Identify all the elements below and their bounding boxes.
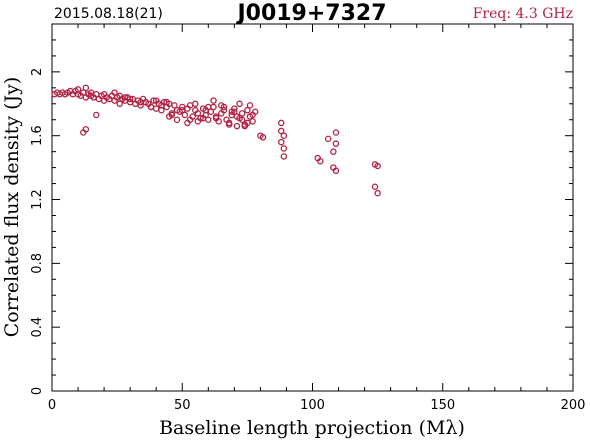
y-axis-label: Correlated flux density (Jy) (1, 77, 23, 338)
data-point (238, 116, 246, 123)
data-point (225, 121, 233, 128)
data-point (194, 110, 202, 117)
data-point (280, 145, 288, 152)
x-tick-label: 100 (300, 398, 325, 413)
data-point (332, 140, 340, 147)
data-point (121, 94, 129, 101)
data-point (238, 110, 246, 117)
y-tick-label: 0.4 (30, 317, 45, 338)
data-point (210, 103, 217, 111)
data-point (82, 126, 90, 133)
data-point (192, 100, 199, 108)
data-point (147, 103, 155, 111)
data-point (199, 114, 207, 122)
data-point (82, 84, 90, 92)
data-point (324, 135, 332, 143)
y-tick-label: 0 (30, 387, 45, 395)
axis-ticks (51, 23, 574, 392)
data-point (246, 102, 254, 109)
data-point (163, 98, 170, 106)
data-point (93, 111, 100, 119)
data-point (371, 183, 379, 191)
data-point (168, 111, 176, 119)
data-point (210, 97, 217, 104)
data-point (116, 100, 123, 108)
data-point (152, 97, 160, 104)
data-point (111, 89, 118, 96)
data-point (194, 118, 202, 125)
x-axis-label: Baseline length projection (Mλ) (159, 417, 465, 439)
data-point (212, 114, 220, 122)
data-point (220, 106, 228, 114)
data-point (280, 153, 288, 160)
data-point (332, 129, 340, 136)
x-tick-label: 150 (430, 398, 455, 413)
data-point (231, 108, 238, 116)
data-point (244, 106, 251, 114)
data-points (51, 84, 381, 197)
data-point (178, 106, 186, 114)
data-point (220, 103, 228, 111)
data-point (280, 132, 288, 139)
data-point (277, 119, 285, 127)
y-tick-label: 2 (30, 68, 45, 76)
plot-frame (51, 23, 574, 392)
x-tick-label: 200 (561, 398, 586, 413)
data-point (332, 167, 340, 175)
data-point (233, 113, 241, 120)
data-point (374, 162, 381, 170)
x-tick-label: 50 (174, 398, 191, 413)
y-tick-label: 1.2 (30, 189, 45, 210)
data-point (233, 122, 241, 130)
data-point (244, 119, 251, 127)
data-point (236, 100, 243, 108)
date-label: 2015.08.18(21) (54, 6, 163, 22)
data-point (205, 116, 212, 123)
data-point (158, 102, 165, 109)
data-point (202, 106, 209, 114)
data-point (181, 111, 189, 119)
data-point (249, 111, 256, 119)
y-tick-label: 1.6 (30, 125, 45, 146)
data-point (137, 98, 144, 106)
data-point (277, 127, 285, 135)
chart-title: J0019+7327 (235, 1, 386, 26)
x-tick-label: 0 (48, 398, 56, 413)
frequency-label: Freq: 4.3 GHz (473, 6, 573, 22)
y-tick-label: 0.8 (30, 253, 45, 274)
tick-labels: 0 50 100 150 200 0 0.4 0.8 1.2 1.6 2 (30, 68, 585, 413)
data-point (317, 157, 324, 165)
data-point (277, 138, 285, 146)
data-point (249, 118, 256, 125)
data-point (374, 189, 381, 197)
data-point (173, 116, 181, 123)
data-point (171, 102, 178, 109)
data-point (259, 134, 267, 141)
data-point (330, 148, 337, 155)
data-point (228, 108, 235, 116)
data-point (137, 102, 144, 109)
data-point (150, 97, 157, 104)
data-point (186, 116, 194, 123)
